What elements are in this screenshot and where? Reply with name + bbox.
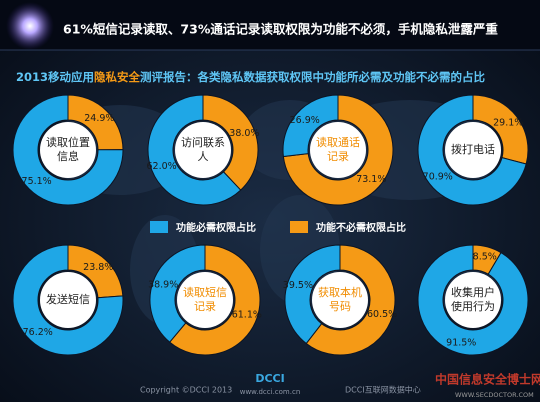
watermark: 中国信息安全博士网 bbox=[435, 372, 540, 387]
legend: 功能必需权限占比 功能不必需权限占比 bbox=[150, 221, 406, 234]
chart-title: 拨打电话 bbox=[451, 142, 495, 156]
donut-segment bbox=[417, 244, 529, 356]
donut-center bbox=[177, 272, 233, 328]
donut-segment bbox=[284, 244, 341, 345]
value-label: 38.9% bbox=[148, 279, 178, 290]
value-label: 70.9% bbox=[423, 172, 453, 183]
logo: DCCI bbox=[255, 372, 284, 385]
donut-segment bbox=[147, 94, 242, 206]
value-label: 73.1% bbox=[356, 174, 386, 185]
donut-center bbox=[175, 122, 231, 178]
legend-swatch bbox=[150, 221, 168, 233]
watermark-url: WWW.SECDOCTOR.COM bbox=[455, 391, 534, 399]
chart-title: 号码 bbox=[329, 300, 351, 313]
donut-center bbox=[312, 272, 368, 328]
value-label: 24.9% bbox=[84, 113, 114, 124]
legend-swatch bbox=[290, 221, 308, 233]
donut-segment bbox=[168, 244, 261, 356]
value-label: 8.5% bbox=[473, 252, 497, 263]
donut-segment bbox=[417, 94, 527, 206]
donut-segment bbox=[305, 244, 396, 356]
donut-segment bbox=[202, 94, 259, 191]
chart-title: 读取短信 bbox=[183, 285, 227, 299]
chart-title: 发送短信 bbox=[46, 292, 90, 306]
value-label: 38.0% bbox=[229, 128, 259, 139]
donut-chart: 29.1% 70.9% 拨打电话 bbox=[417, 94, 529, 206]
value-label: 39.5% bbox=[283, 280, 313, 291]
chart-title: 使用行为 bbox=[451, 300, 495, 313]
footer-org: DCCI互联网数据中心 bbox=[345, 385, 421, 395]
donut-segment bbox=[149, 244, 206, 343]
donut-center bbox=[445, 122, 501, 178]
header-bar bbox=[0, 0, 540, 50]
subtitle-part: 2013移动应用 bbox=[16, 70, 94, 84]
footer-url: www.dcci.com.cn bbox=[240, 388, 301, 396]
donut-center bbox=[445, 272, 501, 328]
value-label: 29.1% bbox=[493, 117, 523, 128]
subtitle-highlight: 隐私安全 bbox=[94, 70, 140, 84]
donut-segment bbox=[282, 94, 339, 158]
donut-center bbox=[40, 272, 96, 328]
subtitle: 2013移动应用隐私安全测评报告：各类隐私数据获取权限中功能所必需及功能不必需的… bbox=[16, 70, 486, 84]
glow-orb bbox=[6, 2, 54, 50]
subtitle-part: 测评报告：各类隐私数据获取权限中功能所必需及功能不必需的占比 bbox=[140, 70, 485, 84]
value-label: 61.1% bbox=[232, 310, 262, 321]
legend-label: 功能不必需权限占比 bbox=[316, 221, 406, 234]
copyright: Copyright ©DCCI 2013 bbox=[140, 386, 232, 395]
value-label: 75.1% bbox=[22, 176, 52, 187]
chart-title: 收集用户 bbox=[451, 285, 495, 299]
chart-title: 记录 bbox=[194, 300, 216, 313]
value-label: 23.8% bbox=[83, 262, 113, 273]
value-label: 62.0% bbox=[147, 161, 177, 172]
chart-title: 信息 bbox=[57, 149, 79, 163]
legend-label: 功能必需权限占比 bbox=[176, 221, 256, 234]
donut-center bbox=[40, 122, 96, 178]
chart-title: 人 bbox=[198, 150, 209, 163]
donut-chart: 23.8% 76.2% 发送短信 bbox=[12, 244, 124, 356]
donut-segment bbox=[12, 244, 124, 356]
chart-title: 读取通话 bbox=[316, 135, 360, 149]
value-label: 26.9% bbox=[290, 115, 320, 126]
chart-title: 获取本机 bbox=[318, 285, 362, 299]
chart-title: 记录 bbox=[327, 150, 349, 163]
donut-center bbox=[310, 122, 366, 178]
donut-segment bbox=[282, 94, 394, 206]
value-label: 60.5% bbox=[367, 309, 397, 320]
chart-title: 访问联系 bbox=[181, 136, 225, 149]
donut-segment bbox=[12, 94, 124, 206]
value-label: 91.5% bbox=[446, 337, 476, 348]
headline: 61%短信记录读取、73%通话记录读取权限为功能不必须，手机隐私泄露严重 bbox=[63, 22, 498, 37]
value-label: 76.2% bbox=[23, 327, 53, 338]
chart-title: 读取位置 bbox=[46, 135, 90, 149]
